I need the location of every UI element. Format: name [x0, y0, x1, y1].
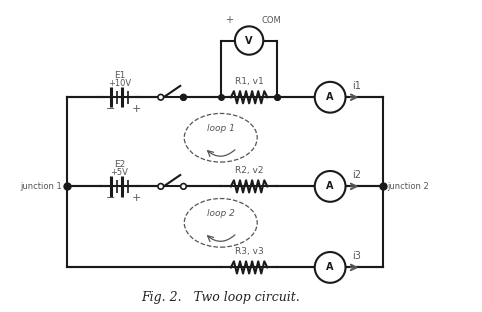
Circle shape	[158, 95, 163, 100]
Circle shape	[315, 252, 346, 283]
Text: A: A	[326, 92, 334, 102]
Text: COM: COM	[262, 16, 281, 25]
Text: loop 2: loop 2	[207, 209, 235, 218]
Text: i2: i2	[352, 170, 362, 180]
Text: −: −	[106, 193, 115, 203]
Circle shape	[235, 26, 263, 55]
Text: +10V: +10V	[108, 79, 131, 88]
Text: −: −	[106, 104, 115, 114]
Text: junction 2: junction 2	[388, 182, 429, 191]
Circle shape	[181, 95, 187, 100]
Text: i3: i3	[352, 251, 362, 261]
Text: E2: E2	[114, 160, 125, 169]
Text: +: +	[225, 15, 233, 25]
Text: R3, v3: R3, v3	[235, 247, 264, 256]
Text: R2, v2: R2, v2	[235, 166, 263, 175]
Text: V: V	[245, 36, 253, 46]
Text: junction 1: junction 1	[20, 182, 62, 191]
Text: Fig. 2.   Two loop circuit.: Fig. 2. Two loop circuit.	[141, 291, 300, 304]
Circle shape	[181, 183, 187, 189]
Text: R1, v1: R1, v1	[235, 77, 264, 86]
Text: E1: E1	[114, 71, 125, 80]
Text: +: +	[132, 193, 141, 203]
Text: +5V: +5V	[110, 168, 128, 178]
Text: i1: i1	[352, 81, 362, 91]
Circle shape	[315, 171, 346, 202]
Text: loop 1: loop 1	[207, 124, 235, 133]
Text: A: A	[326, 262, 334, 272]
Circle shape	[315, 82, 346, 113]
Circle shape	[158, 183, 163, 189]
Text: +: +	[132, 104, 141, 114]
Text: A: A	[326, 181, 334, 191]
